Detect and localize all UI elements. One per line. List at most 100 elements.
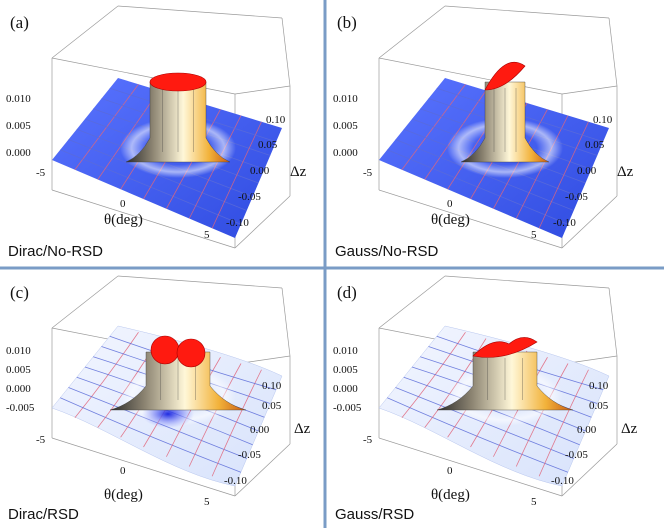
dz-tick-label: 0.10 [262, 380, 282, 392]
dz-tick-label: -0.05 [565, 191, 588, 203]
peak-top-cap [484, 61, 526, 91]
bounding-box-edge [378, 57, 563, 95]
bounding-box-edge [234, 443, 291, 497]
dz-tick-label: 0.00 [577, 165, 597, 177]
theta-axis-label: θ(deg) [104, 487, 143, 503]
bounding-box-edge [281, 17, 291, 87]
mesh-line-dz [387, 397, 569, 473]
z-tick-label: 0.005 [333, 120, 358, 132]
theta-tick-label: 0 [447, 465, 453, 477]
z-tick-label: 0.005 [6, 120, 31, 132]
panel-caption: Gauss/RSD [335, 506, 414, 523]
panel-a: (a) 0.010 0.005 0.000 -5 0 5 θ(deg) 0.10 0.05 0.00… [6, 5, 307, 260]
bounding-box-edge [378, 275, 446, 329]
panel-letter: (c) [10, 283, 29, 302]
dz-tick-label: -0.10 [553, 217, 576, 229]
bounding-box-edge [561, 443, 618, 497]
dz-axis-label: Δz [290, 164, 307, 180]
z-tick-label: 0.000 [6, 383, 31, 395]
dz-axis-label: Δz [621, 421, 638, 437]
mesh-line-theta [211, 121, 262, 229]
theta-tick-label: 5 [204, 496, 210, 508]
panel-letter: (a) [10, 13, 29, 32]
dz-tick-label: -0.10 [226, 217, 249, 229]
peak-top-cap-left [150, 335, 180, 365]
theta-tick-label: -5 [36, 167, 46, 179]
dz-tick-label: 0.00 [250, 424, 270, 436]
bounding-box-edge [51, 437, 236, 497]
peak-top-cap [472, 337, 538, 358]
bounding-box-edge [51, 5, 119, 59]
z-tick-label: 0.000 [333, 383, 358, 395]
dz-axis-label: Δz [617, 164, 634, 180]
bounding-box-edge [561, 85, 618, 95]
theta-tick-label: 0 [447, 198, 453, 210]
bounding-box-edge [234, 85, 291, 95]
theta-tick-label: 0 [120, 198, 126, 210]
mesh-line-theta [211, 369, 262, 477]
dz-tick-label: -0.10 [551, 475, 574, 487]
bounding-box-edge [608, 17, 618, 87]
theta-tick-label: 0 [120, 465, 126, 477]
bounding-box-edge [608, 287, 618, 357]
bounding-box-edge [378, 437, 563, 497]
peak-top-cap-right [176, 338, 206, 368]
z-tick-label: 0.000 [333, 147, 358, 159]
mesh-line-theta [538, 369, 589, 477]
panel-letter: (b) [337, 13, 357, 32]
panel-letter: (d) [337, 283, 357, 302]
panel-caption: Gauss/No-RSD [335, 243, 439, 260]
dz-tick-label: 0.05 [262, 400, 282, 412]
panel-caption: Dirac/No-RSD [8, 243, 103, 260]
peak-top-cap [149, 72, 207, 92]
theta-tick-label: -5 [363, 434, 373, 446]
bounding-box-edge [234, 195, 291, 249]
dz-axis-label: Δz [294, 421, 311, 437]
dz-tick-label: 0.00 [577, 424, 597, 436]
theta-tick-label: -5 [36, 434, 46, 446]
bounding-box-edge [561, 195, 618, 249]
panel-d: (d) 0.010 0.005 0.000 -0.005 -5 0 5 θ(deg) 0.10 0.… [333, 275, 638, 523]
mesh-line-dz [60, 397, 242, 473]
z-tick-label: 0.010 [333, 345, 358, 357]
z-tick-label: 0.005 [6, 364, 31, 376]
bounding-box-edge [444, 275, 610, 289]
dz-tick-label: -0.05 [238, 191, 261, 203]
theta-axis-label: θ(deg) [431, 487, 470, 503]
theta-axis-label: θ(deg) [104, 212, 143, 228]
mesh-line-theta [74, 332, 139, 419]
z-tick-label: 0.005 [333, 364, 358, 376]
dz-tick-label: -0.10 [224, 475, 247, 487]
theta-tick-label: 5 [204, 229, 210, 241]
dz-tick-label: 0.05 [258, 139, 278, 151]
bounding-box-edge [51, 275, 119, 329]
bounding-box-edge [378, 189, 563, 249]
dz-tick-label: -0.05 [565, 449, 588, 461]
theta-axis-label: θ(deg) [431, 212, 470, 228]
z-tick-label: -0.005 [6, 402, 35, 414]
mesh-line-theta [401, 332, 466, 419]
dz-tick-label: -0.05 [238, 449, 261, 461]
panel-b: (b) 0.010 0.005 0.000 -5 0 5 θ(deg) 0.10 0.05 0.00… [333, 5, 634, 260]
z-tick-label: 0.000 [6, 147, 31, 159]
dz-tick-label: 0.05 [589, 400, 609, 412]
panel-caption: Dirac/RSD [8, 506, 79, 523]
dz-tick-label: 0.10 [266, 114, 286, 126]
z-tick-label: -0.005 [333, 402, 362, 414]
mesh-line-theta [538, 121, 589, 229]
dz-tick-label: 0.05 [585, 139, 605, 151]
bounding-box-edge [378, 5, 446, 59]
bounding-box-edge [51, 189, 236, 249]
z-tick-label: 0.010 [6, 93, 31, 105]
theta-tick-label: 5 [531, 229, 537, 241]
bounding-box-edge [117, 5, 283, 19]
dz-tick-label: 0.10 [593, 114, 613, 126]
theta-tick-label: 5 [531, 496, 537, 508]
panel-c: (c) 0.010 0.005 0.000 -0.005 -5 0 5 θ(deg) 0.10 0.… [6, 275, 311, 523]
dz-tick-label: 0.10 [589, 380, 609, 392]
z-tick-label: 0.010 [333, 93, 358, 105]
bounding-box-edge [281, 287, 291, 357]
dz-tick-label: 0.00 [250, 165, 270, 177]
theta-tick-label: -5 [363, 167, 373, 179]
